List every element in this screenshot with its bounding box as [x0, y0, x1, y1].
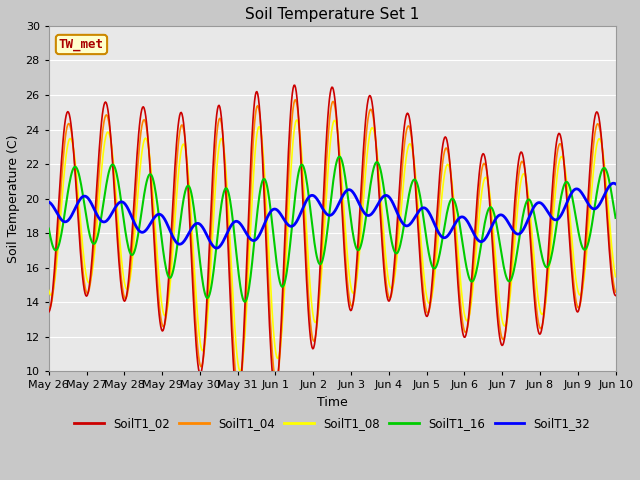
SoilT1_04 — [403, 127, 410, 132]
SoilT1_02 — [113, 236, 121, 242]
SoilT1_02 — [45, 309, 52, 315]
Legend: SoilT1_02, SoilT1_04, SoilT1_08, SoilT1_16, SoilT1_32: SoilT1_02, SoilT1_04, SoilT1_08, SoilT1_… — [69, 412, 595, 435]
SoilT1_08 — [201, 341, 209, 347]
SoilT1_02 — [234, 400, 242, 406]
SoilT1_32 — [402, 223, 410, 228]
SoilT1_08 — [293, 117, 301, 123]
SoilT1_32 — [113, 202, 121, 207]
SoilT1_16 — [113, 174, 121, 180]
X-axis label: Time: Time — [317, 396, 348, 409]
Title: Soil Temperature Set 1: Soil Temperature Set 1 — [245, 7, 419, 22]
SoilT1_16 — [55, 241, 63, 247]
SoilT1_16 — [241, 299, 249, 305]
SoilT1_32 — [419, 205, 426, 211]
SoilT1_04 — [419, 286, 427, 292]
SoilT1_32 — [171, 238, 179, 243]
SoilT1_04 — [171, 187, 179, 192]
SoilT1_08 — [237, 368, 244, 374]
SoilT1_02 — [291, 82, 299, 88]
SoilT1_32 — [609, 180, 617, 186]
SoilT1_02 — [55, 196, 63, 202]
SoilT1_04 — [55, 214, 63, 220]
SoilT1_04 — [612, 289, 620, 295]
SoilT1_02 — [201, 333, 209, 339]
SoilT1_08 — [403, 152, 410, 157]
SoilT1_32 — [55, 214, 63, 219]
SoilT1_08 — [45, 288, 52, 293]
SoilT1_02 — [612, 293, 620, 299]
SoilT1_16 — [419, 213, 427, 219]
Line: SoilT1_02: SoilT1_02 — [49, 85, 616, 403]
SoilT1_16 — [45, 226, 52, 231]
SoilT1_02 — [171, 165, 179, 170]
Line: SoilT1_04: SoilT1_04 — [49, 100, 616, 393]
SoilT1_04 — [45, 304, 52, 310]
SoilT1_32 — [201, 228, 209, 234]
SoilT1_08 — [171, 217, 179, 223]
SoilT1_32 — [213, 245, 221, 251]
SoilT1_04 — [201, 341, 209, 347]
SoilT1_08 — [419, 265, 427, 271]
SoilT1_08 — [55, 234, 63, 240]
SoilT1_16 — [403, 205, 410, 211]
SoilT1_32 — [45, 199, 52, 205]
SoilT1_02 — [403, 111, 410, 117]
SoilT1_32 — [612, 181, 620, 187]
SoilT1_08 — [113, 207, 121, 213]
Line: SoilT1_16: SoilT1_16 — [49, 156, 616, 302]
SoilT1_16 — [201, 290, 209, 296]
Line: SoilT1_08: SoilT1_08 — [49, 120, 616, 371]
Text: TW_met: TW_met — [59, 38, 104, 51]
Line: SoilT1_32: SoilT1_32 — [49, 183, 616, 248]
SoilT1_16 — [336, 154, 344, 159]
SoilT1_04 — [292, 97, 300, 103]
Y-axis label: Soil Temperature (C): Soil Temperature (C) — [7, 134, 20, 263]
SoilT1_16 — [612, 215, 620, 221]
SoilT1_04 — [113, 226, 121, 231]
SoilT1_16 — [171, 259, 179, 264]
SoilT1_08 — [612, 274, 620, 280]
SoilT1_04 — [235, 390, 243, 396]
SoilT1_02 — [419, 297, 427, 302]
